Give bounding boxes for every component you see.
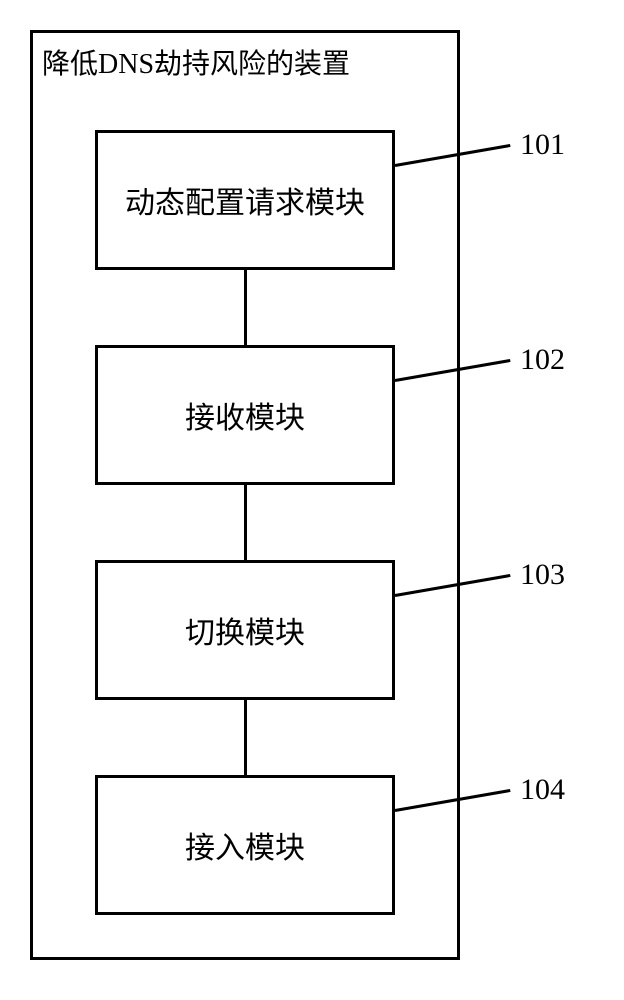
module-switch: 切换模块: [95, 560, 395, 700]
module-label: 动态配置请求模块: [125, 178, 365, 222]
module-label: 接入模块: [185, 823, 305, 867]
module-label: 切换模块: [185, 608, 305, 652]
diagram-canvas: 降低DNS劫持风险的装置 动态配置请求模块 接收模块 切换模块 接入模块 101…: [0, 0, 624, 1000]
module-access: 接入模块: [95, 775, 395, 915]
ref-label-104: 104: [520, 773, 565, 807]
module-label: 接收模块: [185, 393, 305, 437]
module-receive: 接收模块: [95, 345, 395, 485]
outer-title: 降低DNS劫持风险的装置: [42, 42, 350, 82]
ref-label-101: 101: [520, 128, 565, 162]
connector: [244, 270, 247, 345]
module-dynamic-config-request: 动态配置请求模块: [95, 130, 395, 270]
ref-label-103: 103: [520, 558, 565, 592]
connector: [244, 485, 247, 560]
connector: [244, 700, 247, 775]
ref-label-102: 102: [520, 343, 565, 377]
